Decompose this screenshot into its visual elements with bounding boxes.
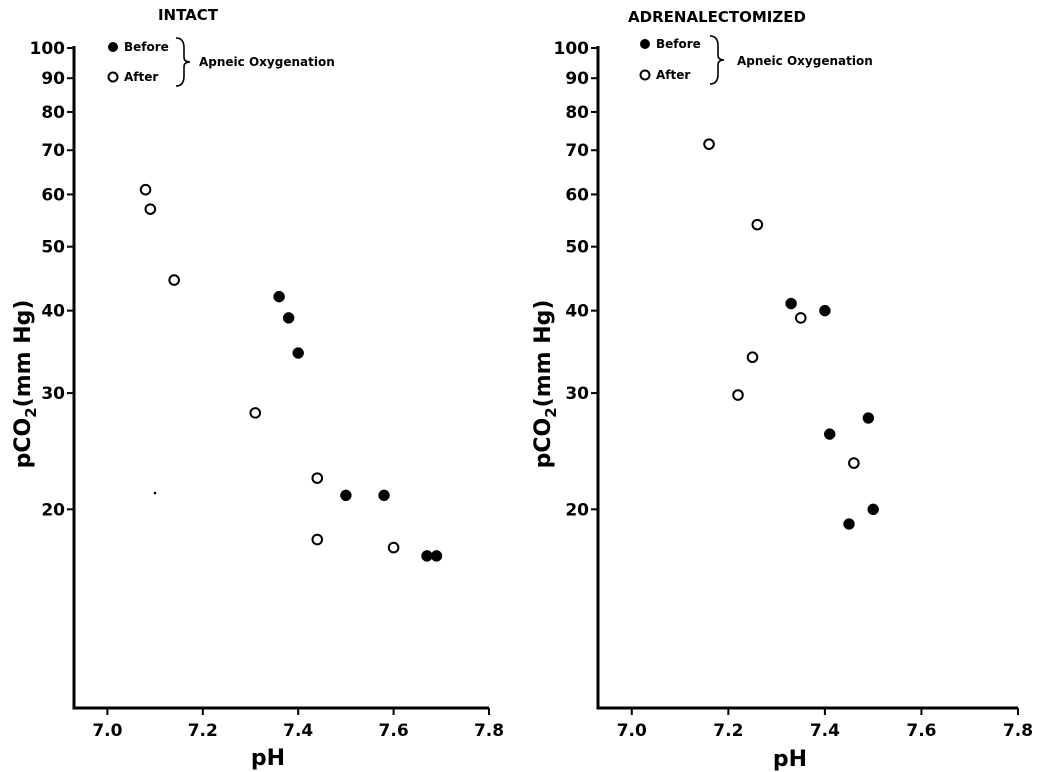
intact-points [139, 183, 443, 562]
intact-before-point-3 [340, 489, 352, 502]
intact-y-tick-label-40: 40 [41, 302, 65, 322]
intact-after-point-1 [144, 203, 157, 215]
adrenalectomized-points [703, 138, 879, 530]
intact-x-tick-label-7: 7.0 [92, 721, 122, 741]
intact-legend-after-label: After [124, 70, 158, 84]
intact-title: INTACT [158, 6, 219, 24]
adrenalectomized-title: ADRENALECTOMIZED [628, 8, 806, 26]
adrenalectomized-legend-brace [709, 35, 725, 85]
adrenalectomized-before-point-0 [785, 297, 797, 310]
adrenalectomized-y-tick-label-80: 80 [565, 103, 589, 123]
adrenalectomized-x-tick-label-7.2: 7.2 [713, 721, 743, 741]
adrenalectomized-x-tick-label-7: 7.0 [617, 721, 647, 741]
intact-y-tick-label-30: 30 [41, 384, 65, 404]
adrenalectomized-after-point-0 [703, 138, 715, 150]
intact-y-tick-label-50: 50 [41, 238, 65, 258]
intact-ticks: 20 30 40 50 60 70 80 90 100 7.0 7.2 7.4 7.6 7.8 [30, 39, 505, 741]
intact-after-point-4 [311, 472, 324, 484]
adrenalectomized-y-tick-label-20: 20 [565, 500, 589, 520]
adrenalectomized-before-point-4 [862, 412, 875, 424]
intact-after-point-3 [249, 407, 262, 419]
adrenalectomized-before-point-2 [823, 428, 836, 440]
adrenalectomized-after-point-2 [746, 351, 759, 364]
intact-before-point-4 [378, 489, 390, 502]
adrenalectomized-after-point-5 [848, 457, 860, 469]
intact-legend: Before After Apneic Oxygenation [107, 37, 335, 87]
adrenalectomized-y-tick-label-100: 100 [554, 39, 590, 59]
intact-x-tick-label-7.4: 7.4 [283, 721, 313, 741]
adrenalectomized-y-tick-label-40: 40 [565, 302, 589, 322]
intact-y-tick-label-90: 90 [41, 69, 65, 89]
intact-x-tick-label-7.6: 7.6 [379, 721, 409, 741]
intact-y-tick-label-70: 70 [41, 141, 65, 161]
intact-y-tick-label-20: 20 [41, 500, 65, 520]
adrenalectomized-legend-after-label: After [656, 68, 690, 82]
intact-x-axis-label: pH [251, 746, 285, 771]
adrenalectomized-axes [596, 46, 1018, 710]
intact-x-tick-label-7.8: 7.8 [474, 721, 504, 741]
intact-speck [153, 491, 157, 495]
intact-y-tick-label-60: 60 [41, 185, 65, 205]
intact-legend-brace [175, 37, 191, 87]
intact-legend-group-label: Apneic Oxygenation [199, 55, 335, 69]
adrenalectomized-y-tick-label-60: 60 [565, 185, 589, 205]
adrenalectomized-x-axis-label: pH [773, 747, 807, 772]
intact-legend-before-label: Before [124, 40, 169, 54]
adrenalectomized-before-point-3 [843, 518, 855, 530]
adrenalectomized-after-point-1 [751, 218, 764, 231]
adrenalectomized-legend: Before After Apneic Oxygenation [639, 35, 873, 85]
intact-axes [72, 46, 489, 710]
intact-legend-after-marker [107, 71, 119, 83]
adrenalectomized-y-tick-label-50: 50 [565, 238, 589, 258]
adrenalectomized-before-point-5 [867, 503, 879, 516]
intact-after-point-2 [168, 274, 180, 286]
adrenalectomized-legend-after-marker [639, 69, 651, 81]
adrenalectomized-x-tick-label-7.4: 7.4 [810, 721, 840, 741]
adrenalectomized-before-point-1 [819, 304, 831, 317]
adrenalectomized-y-tick-label-90: 90 [565, 69, 589, 89]
adrenalectomized-legend-before-label: Before [656, 37, 701, 51]
adrenalectomized-after-point-4 [794, 312, 807, 324]
adrenalectomized-panel: ADRENALECTOMIZED Before After Apneic Oxy… [531, 8, 1033, 772]
adrenalectomized-x-tick-label-7.6: 7.6 [906, 721, 936, 741]
intact-before-point-6 [430, 550, 443, 562]
intact-after-point-6 [387, 541, 400, 554]
intact-before-point-0 [273, 290, 285, 303]
adrenalectomized-after-point-3 [732, 389, 744, 401]
intact-panel: INTACT Before After Apneic Oxygenation p… [11, 6, 504, 771]
adrenalectomized-y-axis-label: pCO2(mm Hg) [531, 300, 560, 469]
intact-before-point-2 [292, 347, 304, 359]
adrenalectomized-legend-group-label: Apneic Oxygenation [737, 54, 873, 68]
intact-legend-before-marker [108, 42, 118, 52]
intact-x-tick-label-7.2: 7.2 [188, 721, 218, 741]
adrenalectomized-ticks: 20 30 40 50 60 70 80 90 100 7.0 7.2 7.4 7.6 7.8 [554, 39, 1034, 741]
intact-after-point-0 [139, 183, 152, 196]
adrenalectomized-y-tick-label-30: 30 [565, 384, 589, 404]
intact-after-point-5 [311, 533, 324, 546]
intact-y-tick-label-100: 100 [30, 39, 66, 59]
adrenalectomized-y-tick-label-70: 70 [565, 141, 589, 161]
intact-y-axis-label: pCO2(mm Hg) [11, 300, 40, 469]
intact-y-tick-label-80: 80 [41, 103, 65, 123]
adrenalectomized-x-tick-label-7.8: 7.8 [1003, 721, 1033, 741]
adrenalectomized-legend-before-marker [640, 39, 650, 49]
intact-before-point-1 [282, 312, 295, 324]
